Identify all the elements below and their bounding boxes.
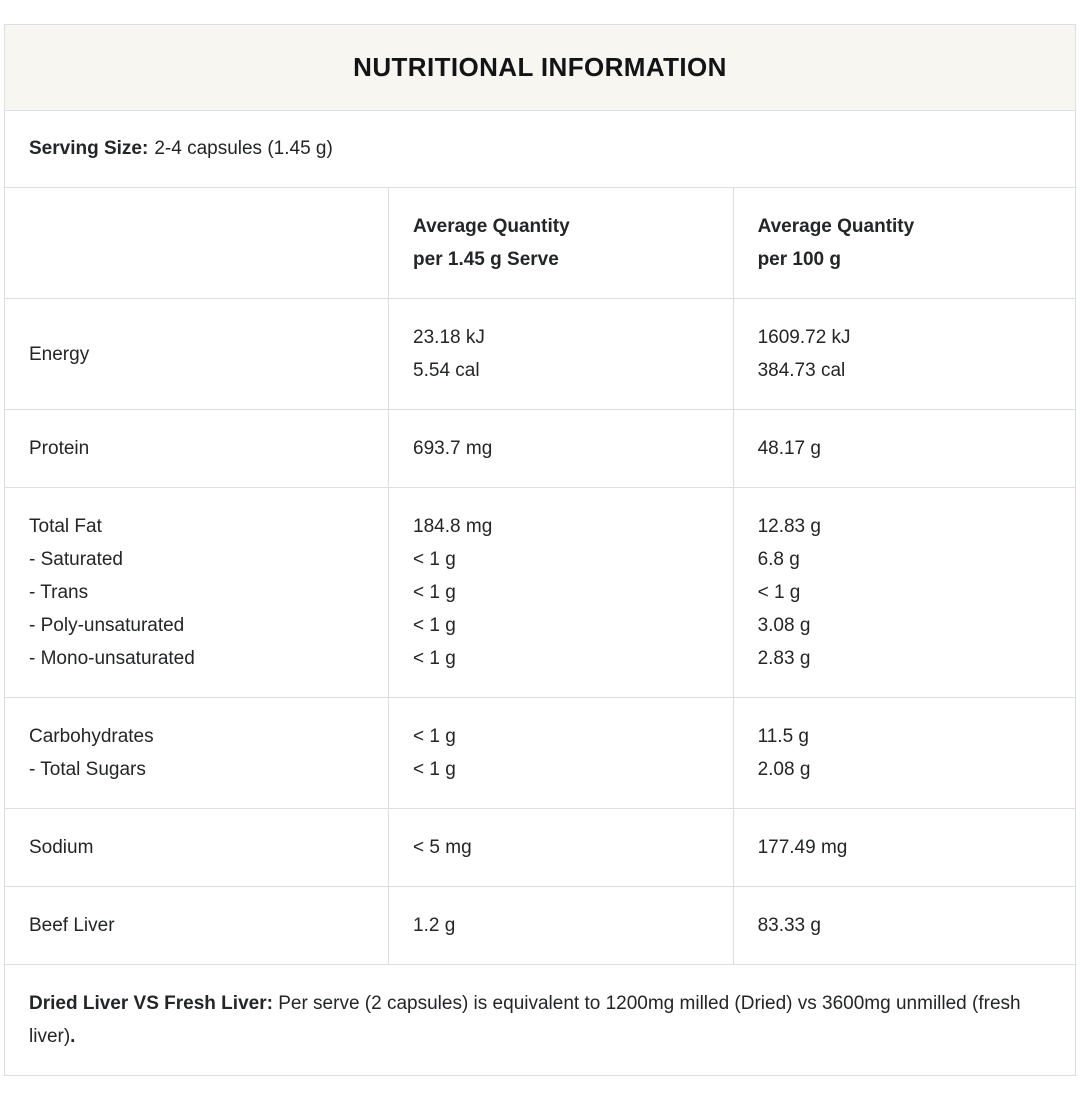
table-row: Sodium < 5 mg 177.49 mg	[5, 809, 1075, 887]
cell-line: < 1 g	[757, 582, 801, 603]
cell-line: Beef Liver	[29, 915, 115, 936]
table-row: Energy 23.18 kJ 5.54 cal 1609.72 kJ 384.73 c…	[5, 299, 1075, 410]
panel-title: NUTRITIONAL INFORMATION	[353, 52, 727, 82]
cell-line: - Saturated	[29, 549, 123, 570]
serving-size-row: Serving Size: 2-4 capsules (1.45 g)	[5, 111, 1075, 188]
nutrition-rows: Energy 23.18 kJ 5.54 cal 1609.72 kJ 384.73 c…	[5, 299, 1075, 965]
cell-line: 693.7 mg	[413, 438, 493, 459]
cell-line: 184.8 mg	[413, 516, 493, 537]
per-serve-value-cell: < 1 g < 1 g	[388, 698, 733, 809]
cell-line: 384.73 cal	[757, 360, 846, 381]
nutrient-name-cell: Energy	[5, 299, 389, 410]
nutrient-name-cell: Carbohydrates - Total Sugars	[5, 698, 389, 809]
per-100g-value-cell: 12.83 g 6.8 g < 1 g 3.08 g 2.83 g	[732, 488, 1075, 698]
header-per-serve-line1: Average Quantity	[413, 216, 570, 237]
footnote-terminator: .	[70, 1026, 76, 1047]
header-per-100g-line1: Average Quantity	[757, 216, 915, 237]
table-row: Carbohydrates - Total Sugars < 1 g < 1 g 11.…	[5, 698, 1075, 809]
panel-title-bar: NUTRITIONAL INFORMATION	[5, 25, 1075, 111]
cell-line: Total Fat	[29, 516, 102, 537]
per-100g-value-cell: 48.17 g	[732, 410, 1075, 488]
nutrient-name-cell: Sodium	[5, 809, 389, 887]
cell-line: < 1 g	[413, 582, 456, 603]
cell-line: 2.83 g	[757, 648, 811, 669]
cell-line: - Total Sugars	[29, 759, 146, 780]
cell-line: 177.49 mg	[757, 837, 848, 858]
per-serve-value-cell: 1.2 g	[388, 887, 733, 965]
nutrition-table: Average Quantity per 1.45 g Serve Averag…	[5, 188, 1075, 965]
per-100g-value-cell: 1609.72 kJ 384.73 cal	[732, 299, 1075, 410]
cell-line: - Trans	[29, 582, 89, 603]
cell-line: < 1 g	[413, 759, 456, 780]
footnote-label: Dried Liver VS Fresh Liver:	[29, 993, 273, 1014]
header-nutrient-cell	[5, 188, 389, 299]
header-per-100g-line2: per 100 g	[757, 249, 842, 270]
per-serve-value-cell: 23.18 kJ 5.54 cal	[388, 299, 733, 410]
per-serve-value-cell: 184.8 mg < 1 g < 1 g < 1 g < 1 g	[388, 488, 733, 698]
header-per-100g-cell: Average Quantity per 100 g	[732, 188, 1075, 299]
cell-line: < 1 g	[413, 648, 456, 669]
cell-line: 5.54 cal	[413, 360, 480, 381]
serving-size-value: 2-4 capsules (1.45 g)	[154, 138, 333, 159]
footnote-text: Per serve (2 capsules) is equivalent to …	[29, 993, 1021, 1047]
cell-line: 6.8 g	[757, 549, 800, 570]
cell-line: 3.08 g	[757, 615, 811, 636]
cell-line: Energy	[29, 343, 90, 365]
cell-line: < 5 mg	[413, 837, 472, 858]
cell-line: < 1 g	[413, 549, 456, 570]
cell-line: 1.2 g	[413, 915, 456, 936]
cell-line: 23.18 kJ	[413, 327, 485, 348]
serving-size-label: Serving Size:	[29, 138, 149, 159]
cell-line: - Poly-unsaturated	[29, 615, 185, 636]
table-header-row: Average Quantity per 1.45 g Serve Averag…	[5, 188, 1075, 299]
cell-line: 11.5 g	[757, 726, 809, 747]
header-per-serve-cell: Average Quantity per 1.45 g Serve	[388, 188, 733, 299]
table-row: Beef Liver 1.2 g 83.33 g	[5, 887, 1075, 965]
per-serve-value-cell: 693.7 mg	[388, 410, 733, 488]
cell-line: 12.83 g	[757, 516, 821, 537]
cell-line: < 1 g	[413, 615, 456, 636]
cell-line: < 1 g	[413, 726, 456, 747]
per-100g-value-cell: 83.33 g	[732, 887, 1075, 965]
cell-line: - Mono-unsaturated	[29, 648, 195, 669]
cell-line: 2.08 g	[757, 759, 811, 780]
nutrient-name-cell: Protein	[5, 410, 389, 488]
table-row: Total Fat - Saturated - Trans - Poly-unsatu…	[5, 488, 1075, 698]
cell-line: Carbohydrates	[29, 726, 154, 747]
nutrient-name-cell: Total Fat - Saturated - Trans - Poly-unsatu…	[5, 488, 389, 698]
cell-line: Protein	[29, 438, 90, 459]
cell-line: 48.17 g	[757, 438, 821, 459]
cell-line: Sodium	[29, 837, 94, 858]
nutrient-name-cell: Beef Liver	[5, 887, 389, 965]
cell-line: 83.33 g	[757, 915, 821, 936]
table-row: Protein 693.7 mg 48.17 g	[5, 410, 1075, 488]
nutrition-panel: NUTRITIONAL INFORMATION Serving Size: 2-…	[4, 24, 1076, 1076]
cell-line: 1609.72 kJ	[757, 327, 851, 348]
per-100g-value-cell: 11.5 g 2.08 g	[732, 698, 1075, 809]
per-serve-value-cell: < 5 mg	[388, 809, 733, 887]
header-per-serve-line2: per 1.45 g Serve	[413, 249, 559, 270]
footnote: Dried Liver VS Fresh Liver: Per serve (2…	[5, 965, 1075, 1075]
per-100g-value-cell: 177.49 mg	[732, 809, 1075, 887]
